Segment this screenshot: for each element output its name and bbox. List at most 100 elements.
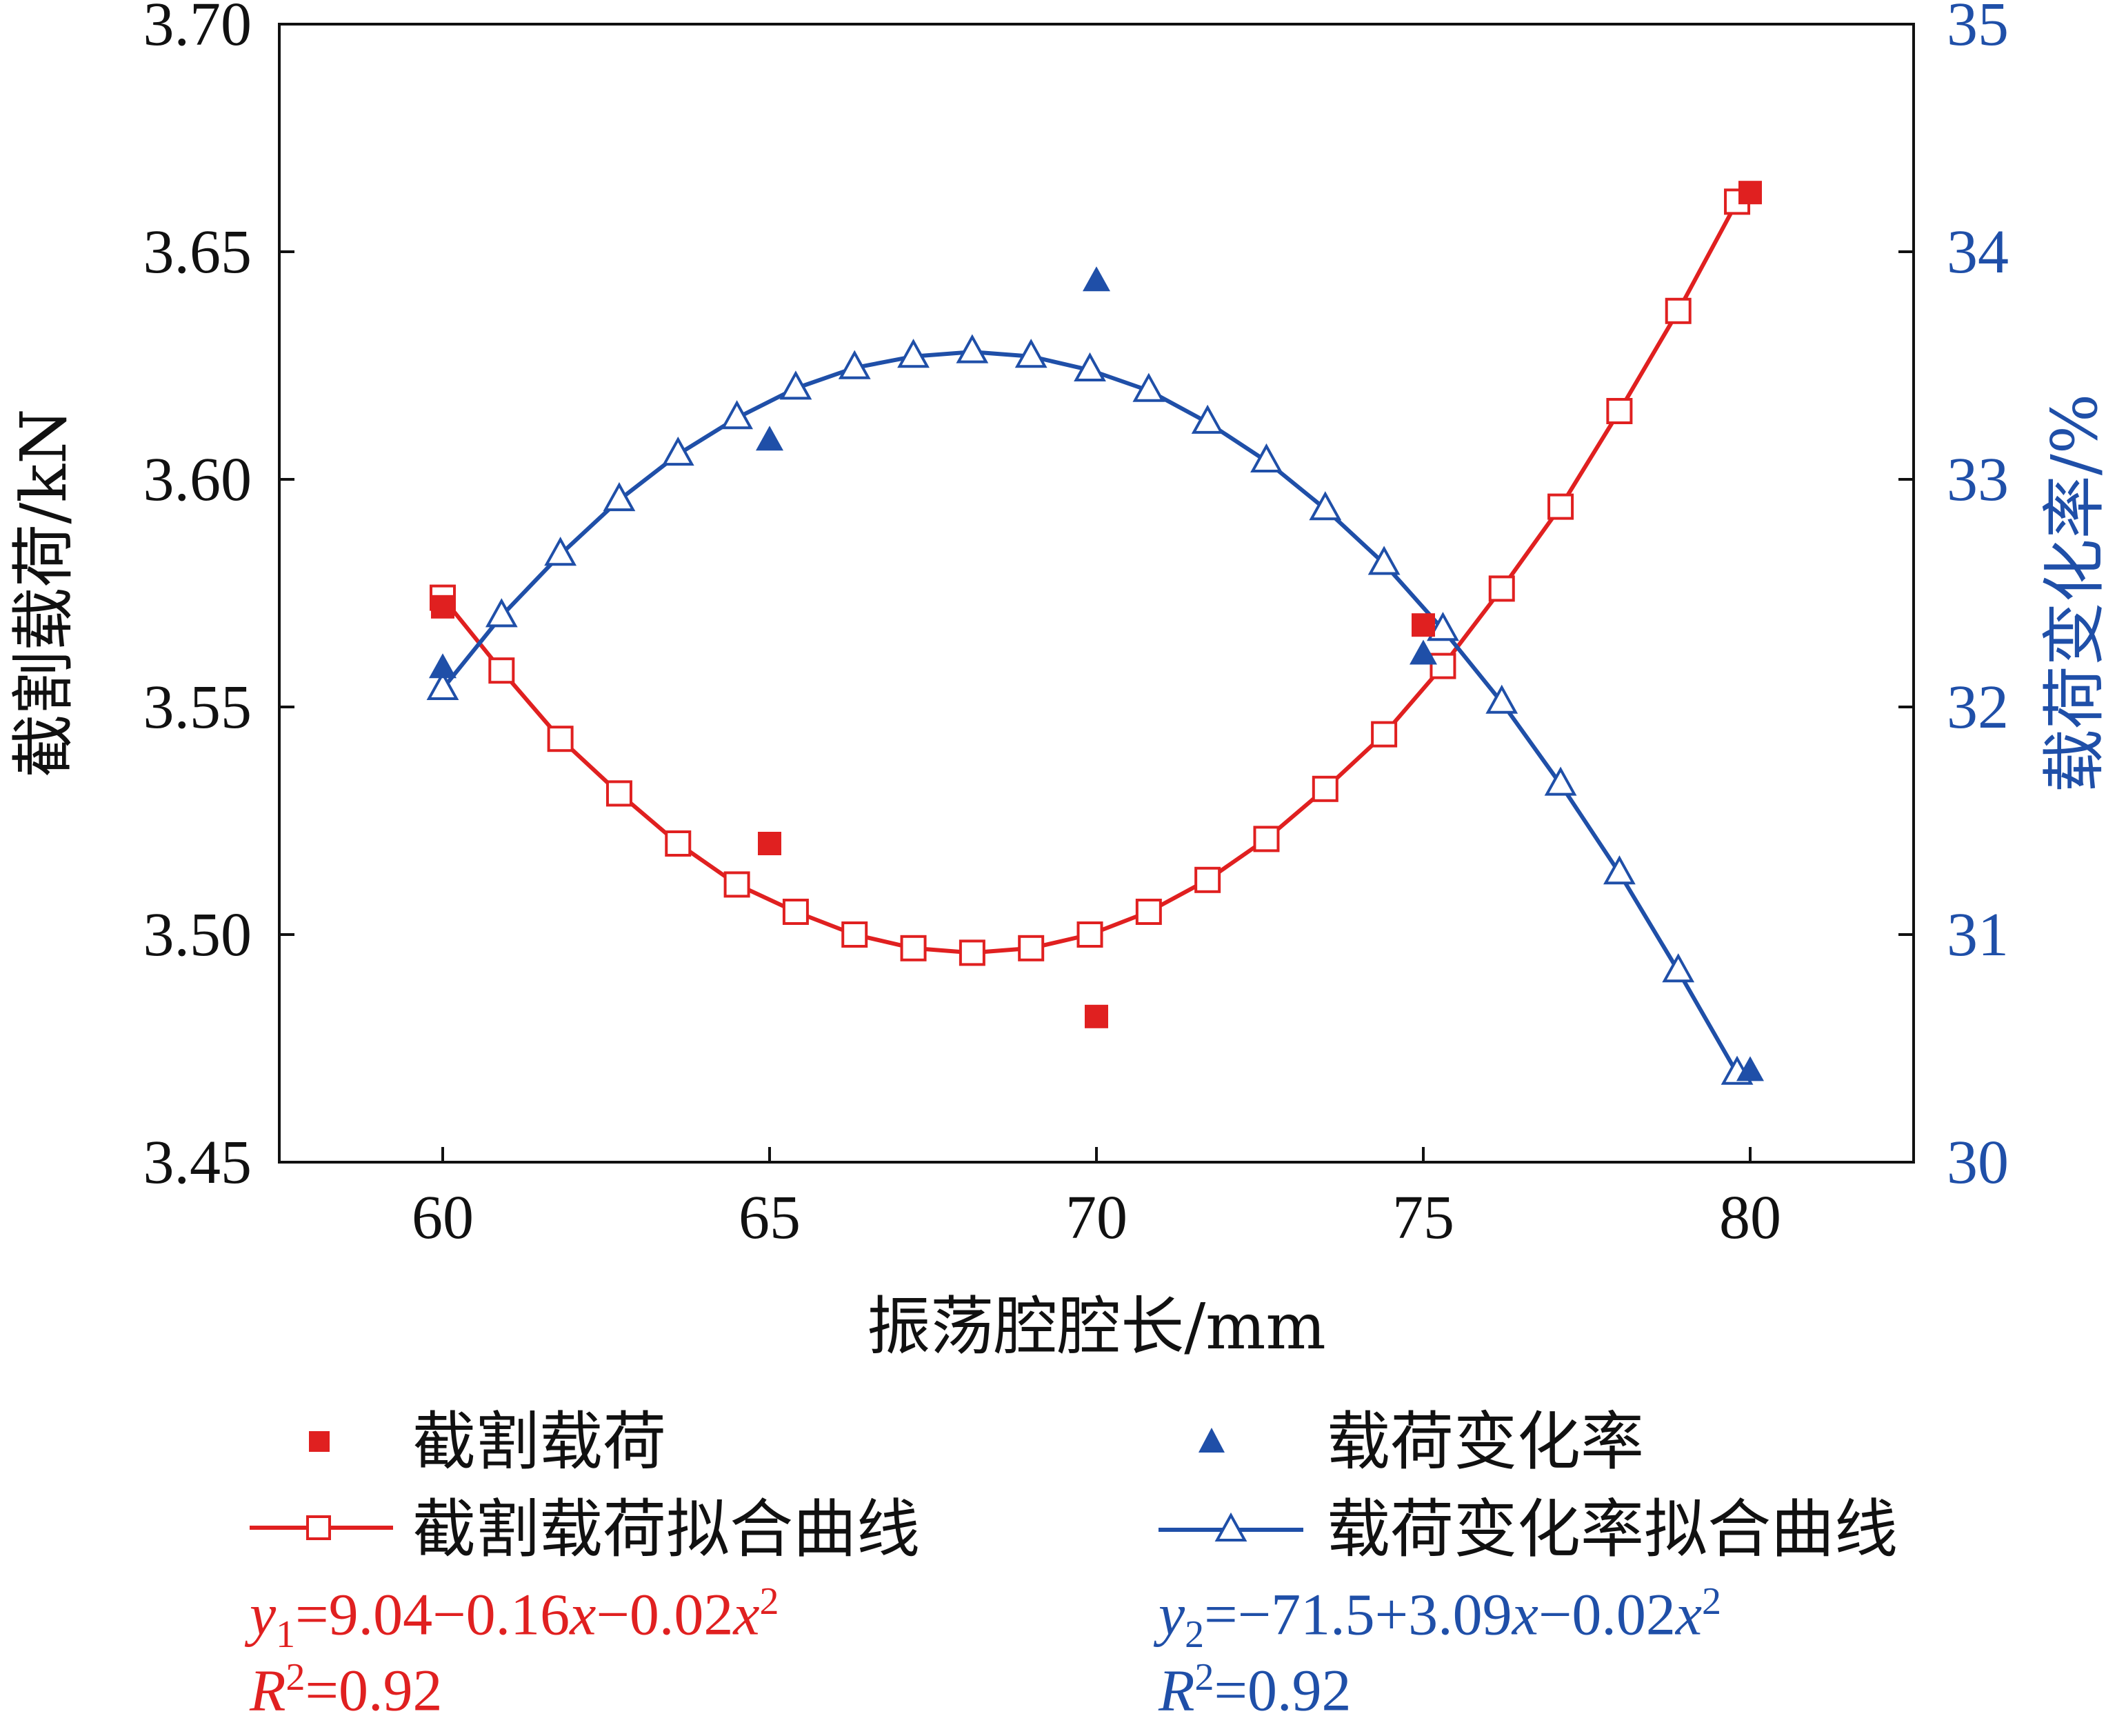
eq2-y: y (1159, 1581, 1185, 1648)
fit-point-rate (1250, 443, 1283, 472)
y-right-tick-label: 32 (1947, 673, 2009, 741)
equation-blue: y2=−71.5+3.09x−0.02x2 (1159, 1579, 1721, 1657)
legend: 截割载荷 载荷变化率 截割载荷拟合曲线 载荷变化率拟合曲线 (250, 1405, 1898, 1566)
x-tick-label: 80 (1719, 1184, 1781, 1252)
fit-point-rate (1014, 339, 1047, 368)
fit-point-rate (1662, 953, 1695, 983)
y-left-tick-label: 3.60 (143, 446, 252, 514)
fit-point-rate (485, 598, 518, 628)
fit-point-rate (1485, 684, 1518, 714)
x-axis-title: 振荡腔腔长/mm (867, 1290, 1325, 1364)
legend-marker-filled-square (309, 1431, 330, 1452)
fit-point-rate (426, 670, 459, 700)
y-right-tick-label: 34 (1947, 218, 2009, 286)
fit-point-rate (1132, 372, 1165, 402)
fit-point-rate (956, 334, 989, 363)
y-right-tick-label: 31 (1947, 901, 2009, 969)
legend-marker-open-square (306, 1515, 331, 1540)
x-tick-label: 75 (1392, 1184, 1454, 1252)
data-point-load (1738, 181, 1762, 205)
fit-point-load (1371, 721, 1398, 748)
equation-red: y1=9.04−0.16x−0.02x2 (250, 1579, 779, 1657)
fit-point-load (605, 780, 632, 807)
x-tick-label: 60 (412, 1184, 474, 1252)
eq1-part-a: =9.04−0.16 (295, 1581, 570, 1648)
y-left-tick-label: 3.70 (143, 0, 252, 59)
legend-marker-filled-triangle (1199, 1428, 1225, 1453)
y-left-tick-label: 3.65 (143, 218, 252, 286)
fit-point-rate (779, 370, 812, 400)
eq1-x: x (570, 1581, 596, 1648)
eq2-part-a: =−71.5+3.09 (1204, 1581, 1512, 1648)
y-axis-right-ticks: 30 31 32 33 34 35 (1898, 0, 2009, 1197)
legend-label-series-2: 载荷变化率 (1327, 1405, 1644, 1479)
eq2-x: x (1512, 1581, 1538, 1648)
fit-point-load (900, 935, 927, 961)
data-point-load (1085, 1004, 1108, 1028)
eq1-part-b: −0.02 (596, 1581, 734, 1648)
fit-point-load (1665, 297, 1692, 324)
r1-sup: 2 (285, 1656, 305, 1699)
r1-value: =0.92 (305, 1657, 443, 1724)
eq2-x2: x (1675, 1581, 1703, 1648)
fit-point-rate (544, 537, 577, 566)
fit-curve-rate (441, 350, 1739, 1075)
fit-point-load (1018, 935, 1045, 961)
y-axis-left-ticks: 3.45 3.50 3.55 3.60 3.65 3.70 (143, 0, 294, 1197)
rsquared-blue: R2=0.92 (1159, 1655, 1352, 1725)
eq1-sup: 2 (759, 1580, 779, 1623)
x-tick-label: 65 (739, 1184, 801, 1252)
r2-value: =0.92 (1214, 1657, 1352, 1724)
legend-label-series-3: 截割载荷拟合曲线 (412, 1493, 920, 1566)
fit-point-load (959, 939, 985, 966)
fit-point-load (1194, 866, 1221, 893)
data-point-rate (1736, 1056, 1764, 1081)
eq2-sub: 2 (1185, 1613, 1205, 1656)
data-point-rate (756, 426, 783, 451)
series-layer (426, 181, 1764, 1085)
fit-point-load (1312, 775, 1338, 802)
r2-sup: 2 (1194, 1656, 1214, 1699)
fit-point-load (1488, 575, 1515, 602)
eq1-y: y (250, 1581, 277, 1648)
legend-marker-open-triangle (1214, 1512, 1247, 1542)
fit-point-load (723, 871, 750, 898)
y-right-tick-label: 35 (1947, 0, 2009, 59)
data-point-rate (1410, 639, 1437, 665)
fit-point-load (488, 657, 515, 684)
data-point-load (1412, 613, 1435, 637)
fit-point-load (665, 830, 692, 857)
x-axis-ticks: 60 65 70 75 80 (412, 1147, 1781, 1252)
data-point-rate (1083, 266, 1110, 292)
fit-point-rate (603, 481, 636, 512)
fit-point-rate (721, 400, 753, 430)
fit-point-load (1135, 899, 1162, 925)
fit-point-load (1547, 493, 1574, 520)
rsquared-red: R2=0.92 (250, 1655, 443, 1725)
fit-point-load (1076, 921, 1103, 948)
y-right-tick-label: 30 (1947, 1128, 2009, 1197)
r2-r: R (1159, 1657, 1195, 1724)
data-point-load (431, 595, 454, 619)
fit-point-load (547, 726, 574, 752)
x-tick-label: 70 (1065, 1184, 1127, 1252)
fit-point-rate (838, 350, 871, 379)
fit-point-rate (1367, 546, 1401, 575)
data-point-load (758, 832, 781, 855)
fit-curve-load (441, 200, 1739, 955)
eq1-x2: x (733, 1581, 760, 1648)
eq1-sub: 1 (276, 1613, 296, 1656)
y-axis-right-title: 载荷变化率/% (2038, 394, 2112, 792)
fit-point-load (841, 921, 868, 948)
r1-r: R (250, 1657, 286, 1724)
data-point-rate (429, 653, 457, 679)
fit-point-rate (1074, 352, 1106, 381)
fit-point-rate (897, 339, 930, 368)
fit-point-rate (1309, 491, 1342, 521)
fit-point-rate (661, 436, 694, 466)
fit-point-load (782, 899, 809, 925)
fit-point-rate (1544, 766, 1577, 796)
y-right-tick-label: 33 (1947, 446, 2009, 514)
eq2-sup: 2 (1702, 1580, 1722, 1623)
